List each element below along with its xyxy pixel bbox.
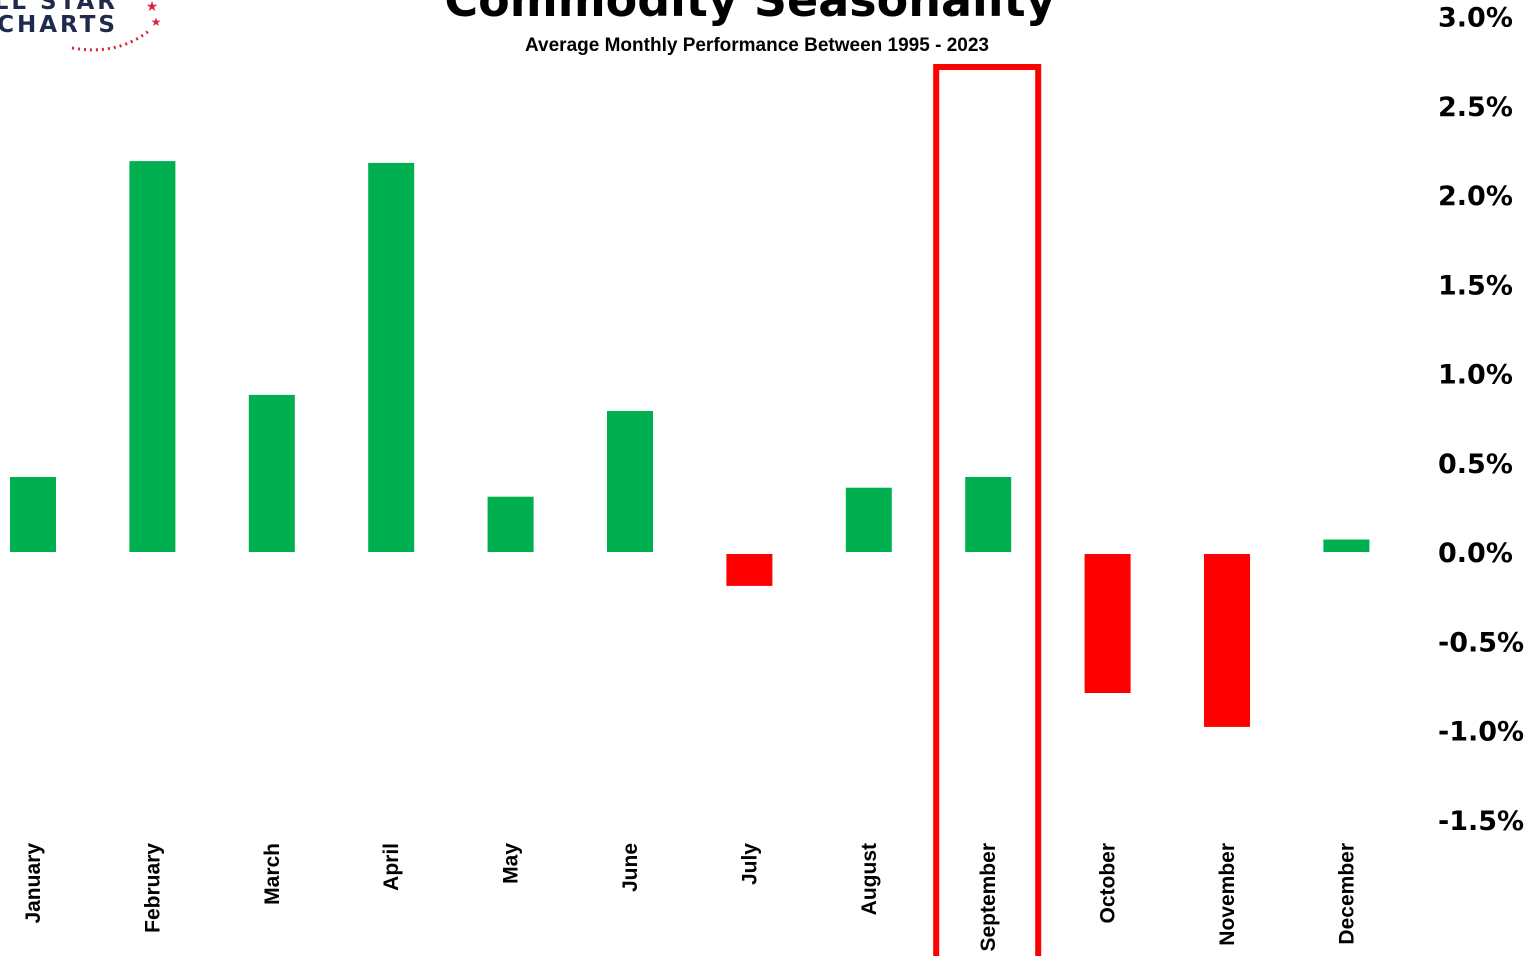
logo-line-1: ALL STAR [0, 0, 118, 15]
x-axis-tick-labels: January February March April May June July Augu… [22, 843, 1358, 952]
september-highlight-box [933, 64, 1042, 956]
bar-february [129, 161, 176, 552]
y-tick-label: 1.5% [1438, 270, 1513, 301]
chart-title: Commodity Seasonality [444, 0, 1055, 27]
bar-series [10, 161, 1370, 727]
x-tick-label-september: September [977, 843, 1000, 952]
bar-november [1204, 554, 1250, 727]
x-tick-label-august: August [858, 843, 881, 915]
logo-star-arc-icon [71, 28, 151, 52]
bar-march [248, 394, 295, 552]
x-tick-label-april: April [380, 843, 403, 891]
y-tick-label: -0.5% [1438, 627, 1524, 658]
logo-line-2: CHARTS [0, 12, 118, 38]
x-tick-label-november: November [1216, 843, 1239, 946]
y-tick-label: 2.5% [1438, 92, 1513, 123]
bar-june [607, 411, 653, 552]
bar-september [965, 477, 1012, 552]
x-tick-label-july: July [738, 843, 761, 885]
y-tick-label: 0.5% [1438, 449, 1513, 480]
y-tick-label: -1.0% [1438, 717, 1524, 748]
x-tick-label-march: March [261, 843, 284, 905]
y-tick-label: 3.0% [1438, 3, 1513, 34]
bar-january [10, 477, 56, 552]
bar-august [845, 487, 892, 552]
y-tick-label: 2.0% [1438, 181, 1513, 212]
y-tick-label: 1.0% [1438, 360, 1513, 391]
bar-may [487, 496, 534, 552]
bar-july [726, 554, 773, 586]
bar-december [1323, 539, 1370, 552]
y-axis-tick-labels: 3.0% 2.5% 2.0% 1.5% 1.0% 0.5% 0.0% -0.5% -1.0% -1… [1438, 3, 1524, 837]
x-tick-label-february: February [141, 843, 164, 933]
x-tick-label-january: January [22, 843, 45, 924]
x-tick-label-may: May [500, 843, 523, 884]
y-tick-label: 0.0% [1438, 538, 1513, 569]
all-star-charts-logo: ALL STAR CHARTS ★ ★ [0, 0, 162, 52]
x-tick-label-june: June [619, 843, 642, 892]
x-tick-label-december: December [1335, 843, 1358, 945]
highlight-layer [933, 64, 1042, 956]
x-tick-label-october: October [1097, 843, 1120, 924]
bar-april [368, 162, 415, 552]
y-tick-label: -1.5% [1438, 806, 1524, 837]
chart-subtitle: Average Monthly Performance Between 1995… [525, 35, 989, 56]
logo-star-icon: ★ [146, 0, 159, 15]
logo-star-icon: ★ [151, 15, 162, 29]
bar-october [1084, 554, 1131, 693]
